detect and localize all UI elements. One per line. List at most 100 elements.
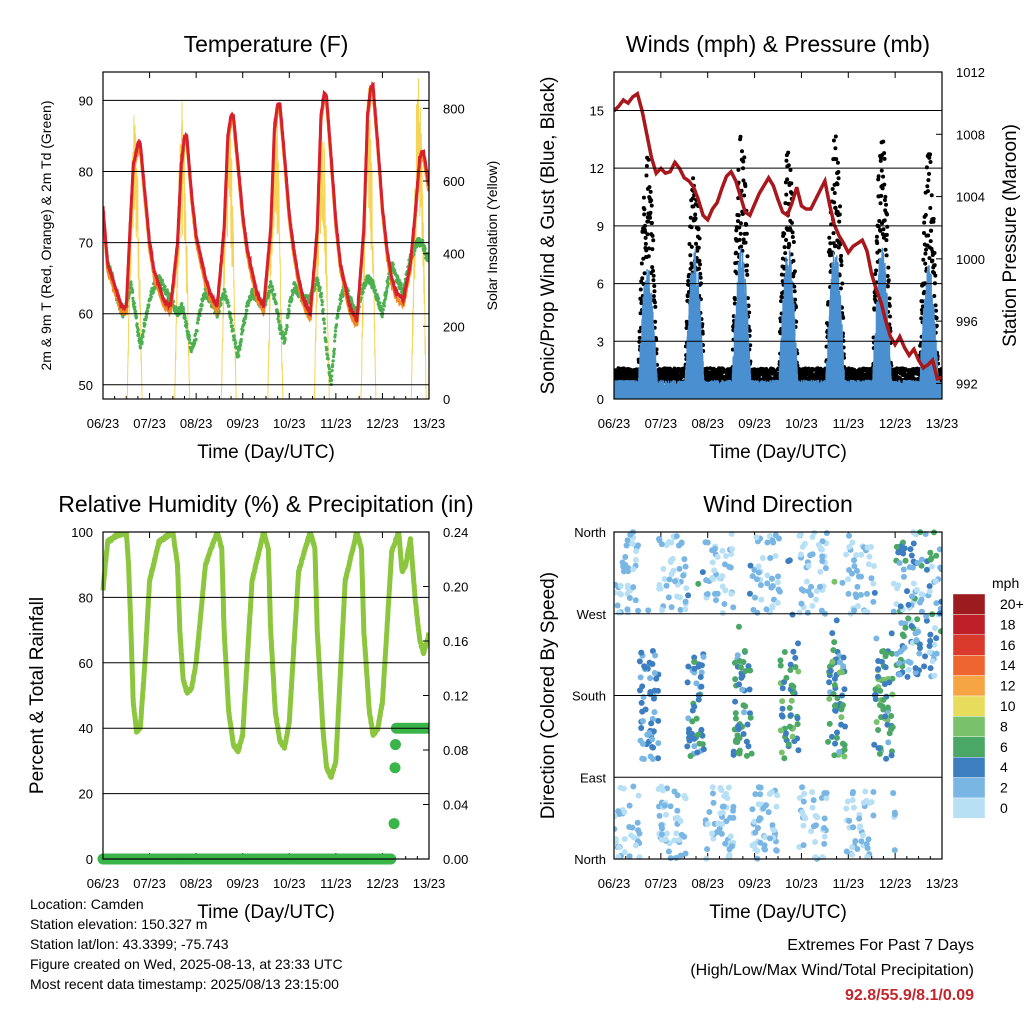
direction-point xyxy=(667,855,674,862)
dewpoint-point xyxy=(277,319,281,323)
direction-point xyxy=(747,562,754,569)
dewpoint-point xyxy=(287,309,291,313)
direction-point xyxy=(926,649,933,656)
direction-point xyxy=(772,553,779,560)
direction-point xyxy=(693,680,700,687)
direction-point xyxy=(673,854,680,861)
direction-point xyxy=(623,542,630,549)
direction-point xyxy=(781,755,788,762)
dewpoint-point xyxy=(188,341,192,345)
gust-point xyxy=(743,184,748,189)
direction-point xyxy=(823,795,830,802)
direction-point xyxy=(658,831,665,838)
gust-point xyxy=(872,307,877,312)
elevation-text: Station elevation: 150.327 m xyxy=(30,916,208,932)
dewpoint-point xyxy=(200,303,204,307)
direction-point xyxy=(614,589,618,596)
direction-point xyxy=(794,735,801,742)
direction-point xyxy=(889,650,896,657)
dewpoint-point xyxy=(199,307,203,311)
direction-point xyxy=(752,791,759,798)
direction-point xyxy=(928,555,935,562)
direction-point xyxy=(890,789,897,796)
direction-point xyxy=(907,546,914,553)
direction-point xyxy=(632,597,639,604)
direction-point xyxy=(737,664,744,671)
direction-point xyxy=(830,647,837,654)
direction-point xyxy=(795,668,802,675)
direction-point xyxy=(843,848,850,855)
direction-point xyxy=(846,817,853,824)
direction-point xyxy=(760,805,767,812)
direction-point xyxy=(635,607,642,614)
direction-point xyxy=(897,603,904,610)
direction-point xyxy=(790,683,797,690)
direction-point xyxy=(636,830,643,837)
gust-point xyxy=(922,220,927,225)
direction-point xyxy=(620,568,627,575)
gust-point xyxy=(645,232,650,237)
direction-point xyxy=(817,568,824,575)
gust-point xyxy=(839,253,844,258)
gust-point xyxy=(831,138,836,143)
gust-point xyxy=(649,203,654,208)
direction-point xyxy=(658,822,665,829)
gust-point xyxy=(884,232,889,237)
direction-point xyxy=(646,730,653,737)
gust-point xyxy=(745,272,750,277)
direction-point xyxy=(660,565,667,572)
direction-point xyxy=(698,669,705,676)
direction-point xyxy=(632,557,639,564)
gust-point xyxy=(782,245,787,250)
gust-point xyxy=(738,231,743,236)
direction-point xyxy=(800,822,807,829)
direction-point xyxy=(614,825,618,832)
direction-point xyxy=(639,755,646,762)
y-tick-label: 40 xyxy=(79,721,93,736)
direction-point xyxy=(858,551,865,558)
direction-point xyxy=(758,596,765,603)
direction-point xyxy=(831,578,838,585)
direction-point xyxy=(717,810,724,817)
gust-point xyxy=(792,269,797,274)
dewpoint-point xyxy=(320,303,324,307)
dewpoint-point xyxy=(399,282,403,286)
plot-border xyxy=(102,531,430,860)
y-right-tick-label: 992 xyxy=(956,376,978,391)
gust-point xyxy=(834,157,839,162)
gust-point xyxy=(700,331,705,336)
direction-point xyxy=(730,814,737,821)
direction-point xyxy=(704,591,711,598)
dewpoint-point xyxy=(284,328,289,332)
gust-point xyxy=(833,146,838,151)
gust-point xyxy=(737,225,742,230)
gust-point xyxy=(832,200,837,205)
direction-point xyxy=(658,541,665,548)
gust-point xyxy=(920,304,925,309)
gust-point xyxy=(924,165,929,170)
direction-point xyxy=(923,613,930,620)
dewpoint-point xyxy=(316,281,321,285)
direction-point xyxy=(621,809,628,816)
dewpoint-point xyxy=(224,294,228,299)
gust-point xyxy=(932,263,937,268)
direction-point xyxy=(821,840,828,847)
direction-point xyxy=(709,574,716,581)
direction-point xyxy=(695,696,702,703)
dewpoint-point xyxy=(185,322,189,326)
gust-point xyxy=(650,265,655,270)
direction-point xyxy=(826,679,833,686)
direction-point xyxy=(778,749,785,756)
direction-point xyxy=(695,580,702,587)
direction-point xyxy=(655,740,662,747)
direction-point xyxy=(719,610,726,617)
y-axis-right-label: Solar Insolation (Yellow) xyxy=(484,161,500,311)
dewpoint-point xyxy=(362,286,366,290)
direction-point xyxy=(651,687,658,694)
direction-point xyxy=(755,817,762,824)
dewpoint-point xyxy=(284,330,288,335)
direction-point xyxy=(785,741,792,748)
gust-point xyxy=(686,278,691,283)
direction-point xyxy=(922,653,929,660)
direction-point xyxy=(746,590,753,597)
